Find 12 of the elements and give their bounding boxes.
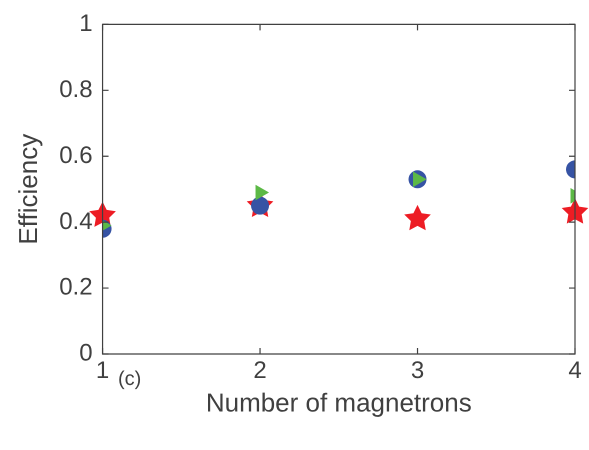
y-tick-label: 0.6 bbox=[59, 142, 93, 169]
y-tick-label: 0.2 bbox=[59, 274, 93, 301]
y-axis-title: Efficiency bbox=[12, 134, 43, 245]
x-tick-label: 3 bbox=[410, 357, 424, 384]
y-tick-label: 1 bbox=[79, 10, 93, 38]
x-tick-label: 2 bbox=[253, 357, 267, 384]
x-tick-label: 4 bbox=[568, 357, 582, 384]
y-tick-label: 0.8 bbox=[59, 76, 93, 103]
y-tick-label: 0 bbox=[79, 340, 93, 367]
y-tick-label: 0.4 bbox=[59, 208, 93, 235]
text: (c) bbox=[118, 368, 142, 391]
x-axis-title: Number of magnetrons bbox=[206, 388, 472, 418]
